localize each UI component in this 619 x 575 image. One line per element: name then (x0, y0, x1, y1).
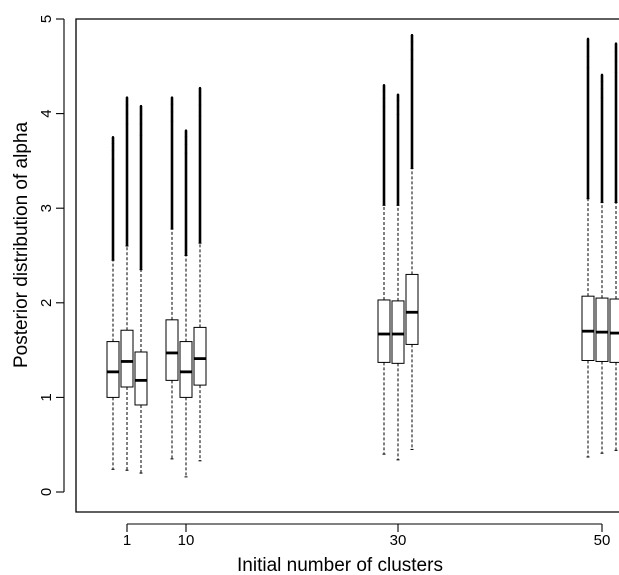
y-axis-title: Posterior distribution of alpha (11, 122, 32, 369)
outlier-point (614, 71, 618, 74)
box-plot (193, 86, 207, 462)
box-body (193, 326, 207, 386)
outlier-point (198, 94, 202, 98)
box-body (581, 295, 595, 362)
outlier-point (198, 86, 202, 90)
outlier-point (125, 123, 129, 126)
outlier-point (170, 96, 174, 99)
outlier-point (600, 96, 604, 100)
x-axis: 1 10 30 50 (123, 523, 611, 549)
outlier-point (139, 134, 143, 137)
outlier-point (410, 40, 414, 43)
box-body (134, 351, 148, 406)
box-group (165, 86, 207, 478)
plot-border (75, 18, 619, 513)
outlier-point (139, 104, 143, 108)
outlier-point (586, 45, 590, 49)
x-tick-label: 30 (390, 532, 407, 549)
outlier-point (410, 48, 414, 51)
outlier-point (111, 158, 115, 161)
outlier-point (600, 87, 604, 91)
y-tick-label: 1 (38, 393, 55, 401)
x-axis-title: Initial number of clusters (237, 555, 443, 575)
outlier-point (184, 143, 188, 146)
outlier-point (614, 59, 618, 63)
outlier-point (170, 119, 174, 123)
outlier-point (125, 112, 129, 116)
outlier-point (125, 103, 129, 107)
outlier-point (382, 105, 386, 109)
outlier-point (396, 99, 400, 102)
box-plot (609, 42, 619, 451)
outlier-point (614, 50, 618, 53)
y-tick-label: 2 (38, 299, 55, 307)
outlier-point (382, 84, 386, 87)
box-group (377, 33, 419, 461)
outlier-point (139, 113, 143, 116)
outlier-point (396, 113, 400, 116)
y-tick-label: 5 (38, 15, 55, 23)
x-tick-label: 50 (594, 532, 611, 549)
box-body (106, 341, 120, 398)
box-body (179, 341, 193, 398)
box-plot (595, 73, 609, 454)
y-axis: 0 1 2 3 4 5 (38, 15, 65, 496)
outlier-point (111, 142, 115, 145)
box-plot (120, 96, 134, 471)
outlier-point (184, 135, 188, 139)
outlier-point (184, 151, 188, 155)
outlier-point (600, 73, 604, 77)
outlier-point (111, 149, 115, 152)
outlier-point (139, 122, 143, 126)
box-plot (377, 84, 391, 455)
outlier-point (382, 97, 386, 100)
outlier-point (198, 114, 202, 118)
box-body (391, 300, 405, 364)
box-group (581, 37, 619, 458)
box-plot (581, 37, 595, 458)
box-body (609, 298, 619, 363)
box-groups (106, 33, 619, 478)
box-group (106, 96, 148, 474)
box-plot (405, 33, 419, 450)
box-plot (106, 136, 120, 470)
outlier-point (198, 103, 202, 107)
outlier-point (125, 96, 129, 99)
box-body (595, 297, 609, 362)
box-body (120, 329, 134, 388)
outlier-point (410, 57, 414, 61)
box-body (377, 299, 391, 363)
box-plot (179, 129, 193, 478)
box-body (405, 273, 419, 345)
y-tick-label: 3 (38, 204, 55, 212)
outlier-point (600, 79, 604, 83)
box-plot (165, 96, 179, 460)
plot-frame (75, 18, 619, 513)
outlier-point (586, 55, 590, 58)
outlier-point (586, 66, 590, 69)
outlier-point (382, 90, 386, 93)
y-tick-label: 0 (38, 488, 55, 496)
outlier-point (410, 33, 414, 37)
outlier-point (170, 110, 174, 114)
outlier-point (614, 42, 618, 45)
box-body (165, 319, 179, 381)
outlier-point (396, 93, 400, 96)
x-tick-label: 10 (178, 532, 195, 549)
box-plot (134, 104, 148, 474)
y-tick-label: 4 (38, 109, 55, 117)
outlier-point (111, 136, 115, 139)
x-tick-label: 1 (123, 532, 131, 549)
outlier-point (396, 105, 400, 109)
outlier-point (586, 37, 590, 41)
box-plot (391, 93, 405, 461)
outlier-point (170, 102, 174, 106)
outlier-point (184, 129, 188, 132)
